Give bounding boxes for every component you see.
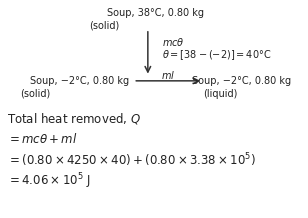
Text: (liquid): (liquid) — [204, 89, 238, 99]
Text: Soup, −2°C, 0.80 kg: Soup, −2°C, 0.80 kg — [192, 76, 291, 86]
Text: $= 4.06 \times 10^5$ J: $= 4.06 \times 10^5$ J — [6, 172, 90, 191]
Text: (solid): (solid) — [21, 89, 51, 99]
Text: (solid): (solid) — [89, 21, 119, 31]
Text: $mc\theta$: $mc\theta$ — [162, 36, 185, 48]
Text: Total heat removed, $Q$: Total heat removed, $Q$ — [6, 111, 140, 126]
Text: $= mc\theta + ml$: $= mc\theta + ml$ — [6, 132, 77, 146]
Text: Soup, 38°C, 0.80 kg: Soup, 38°C, 0.80 kg — [107, 8, 204, 18]
Text: $\theta = [38 - (-2)] = 40$°C: $\theta = [38 - (-2)] = 40$°C — [162, 48, 272, 62]
Text: Soup, −2°C, 0.80 kg: Soup, −2°C, 0.80 kg — [30, 76, 129, 86]
Text: $ml$: $ml$ — [161, 69, 175, 81]
Text: $= (0.80 \times 4250 \times 40) + (0.80 \times 3.38 \times 10^5)$: $= (0.80 \times 4250 \times 40) + (0.80 … — [6, 151, 256, 169]
